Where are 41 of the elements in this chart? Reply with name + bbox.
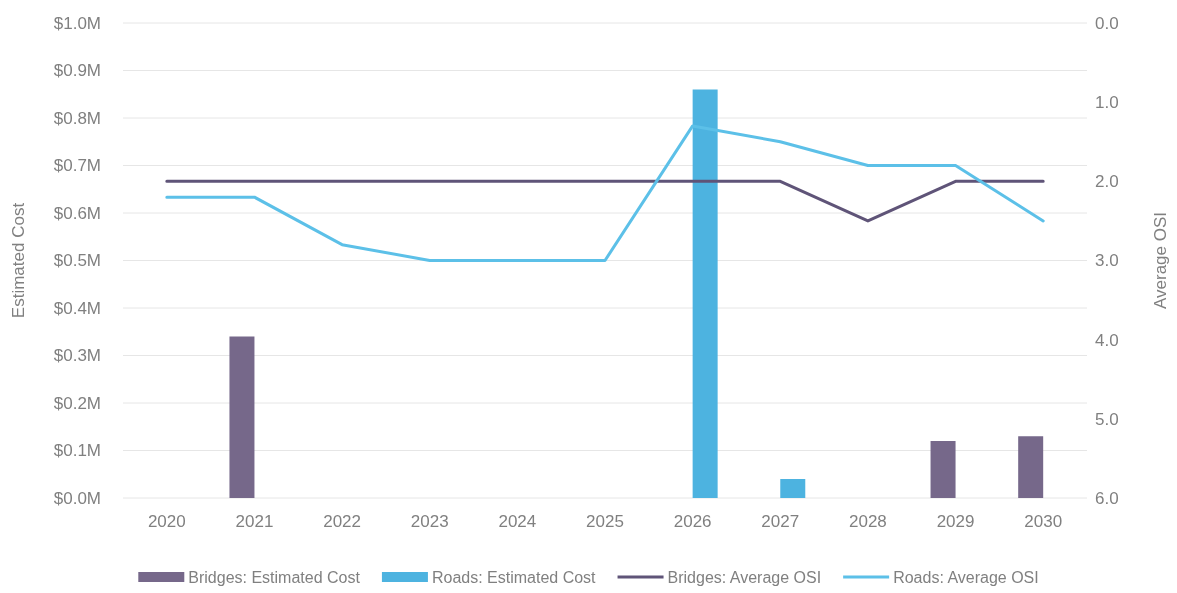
bar <box>780 479 806 498</box>
y2-tick-label: 3.0 <box>1095 251 1119 271</box>
legend-label: Bridges: Estimated Cost <box>188 568 361 586</box>
legend-label: Roads: Estimated Cost <box>431 568 597 586</box>
y-tick-label: $0.4M <box>53 298 101 318</box>
x-tick-label: 2026 <box>673 512 712 532</box>
bar <box>1018 436 1044 498</box>
x-tick-label: 2024 <box>498 512 537 532</box>
legend-label: Bridges: Average OSI <box>667 568 822 586</box>
y2-tick-label: 4.0 <box>1095 330 1119 350</box>
y-tick-label: $0.3M <box>53 346 101 366</box>
y2-tick-label: 1.0 <box>1095 93 1119 113</box>
y-tick-label: $0.7M <box>53 156 101 176</box>
x-tick-label: 2029 <box>936 512 975 532</box>
legend-label: Roads: Average OSI <box>893 568 1039 586</box>
x-tick-label: 2022 <box>323 512 361 532</box>
x-tick-label: 2025 <box>586 512 624 532</box>
bar <box>229 336 255 498</box>
x-tick-label: 2021 <box>235 512 274 532</box>
x-tick-label: 2030 <box>1024 512 1063 532</box>
y2-tick-label: 6.0 <box>1095 488 1119 508</box>
y2-tick-label: 0.0 <box>1095 13 1119 33</box>
y2-tick-label: 2.0 <box>1095 172 1119 192</box>
bar <box>692 89 718 498</box>
y-tick-label: $0.2M <box>53 393 101 413</box>
x-tick-label: 2027 <box>761 512 800 532</box>
x-tick-label: 2023 <box>410 512 449 532</box>
y-axis-title: Estimated Cost <box>9 202 28 319</box>
x-tick-label: 2020 <box>147 512 186 532</box>
line-series <box>165 124 1045 262</box>
y-tick-label: $0.6M <box>53 203 101 223</box>
y-tick-label: $1.0M <box>53 13 101 33</box>
y2-axis-title: Average OSI <box>1151 211 1170 310</box>
y-tick-label: $0.5M <box>53 251 101 271</box>
y-tick-label: $0.8M <box>53 108 101 128</box>
bar <box>930 441 956 498</box>
y-tick-label: $0.9M <box>53 61 101 81</box>
y2-tick-label: 5.0 <box>1095 409 1119 429</box>
x-tick-label: 2028 <box>849 512 887 532</box>
y-tick-label: $0.0M <box>53 488 101 508</box>
y-tick-label: $0.1M <box>53 441 101 461</box>
